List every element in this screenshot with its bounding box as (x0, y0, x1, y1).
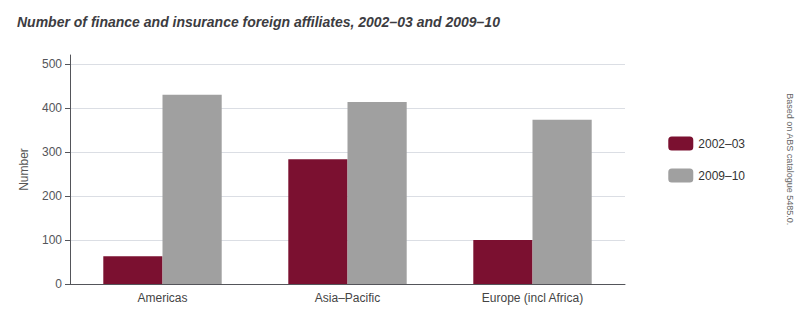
svg-text:400: 400 (42, 101, 62, 115)
svg-text:2009–10: 2009–10 (698, 169, 745, 183)
svg-text:500: 500 (42, 57, 62, 71)
svg-text:100: 100 (42, 233, 62, 247)
svg-text:2002–03: 2002–03 (698, 137, 745, 151)
svg-text:0: 0 (55, 277, 62, 291)
svg-text:Americas: Americas (137, 291, 187, 305)
svg-text:Based on ABS catalogue 5485.0.: Based on ABS catalogue 5485.0. (785, 93, 795, 225)
svg-text:Asia–Pacific: Asia–Pacific (315, 291, 380, 305)
svg-text:Number: Number (17, 148, 31, 191)
svg-text:Number of finance and insuranc: Number of finance and insurance foreign … (17, 14, 500, 30)
svg-text:200: 200 (42, 189, 62, 203)
svg-text:300: 300 (42, 145, 62, 159)
svg-text:Europe (incl Africa): Europe (incl Africa) (482, 291, 583, 305)
